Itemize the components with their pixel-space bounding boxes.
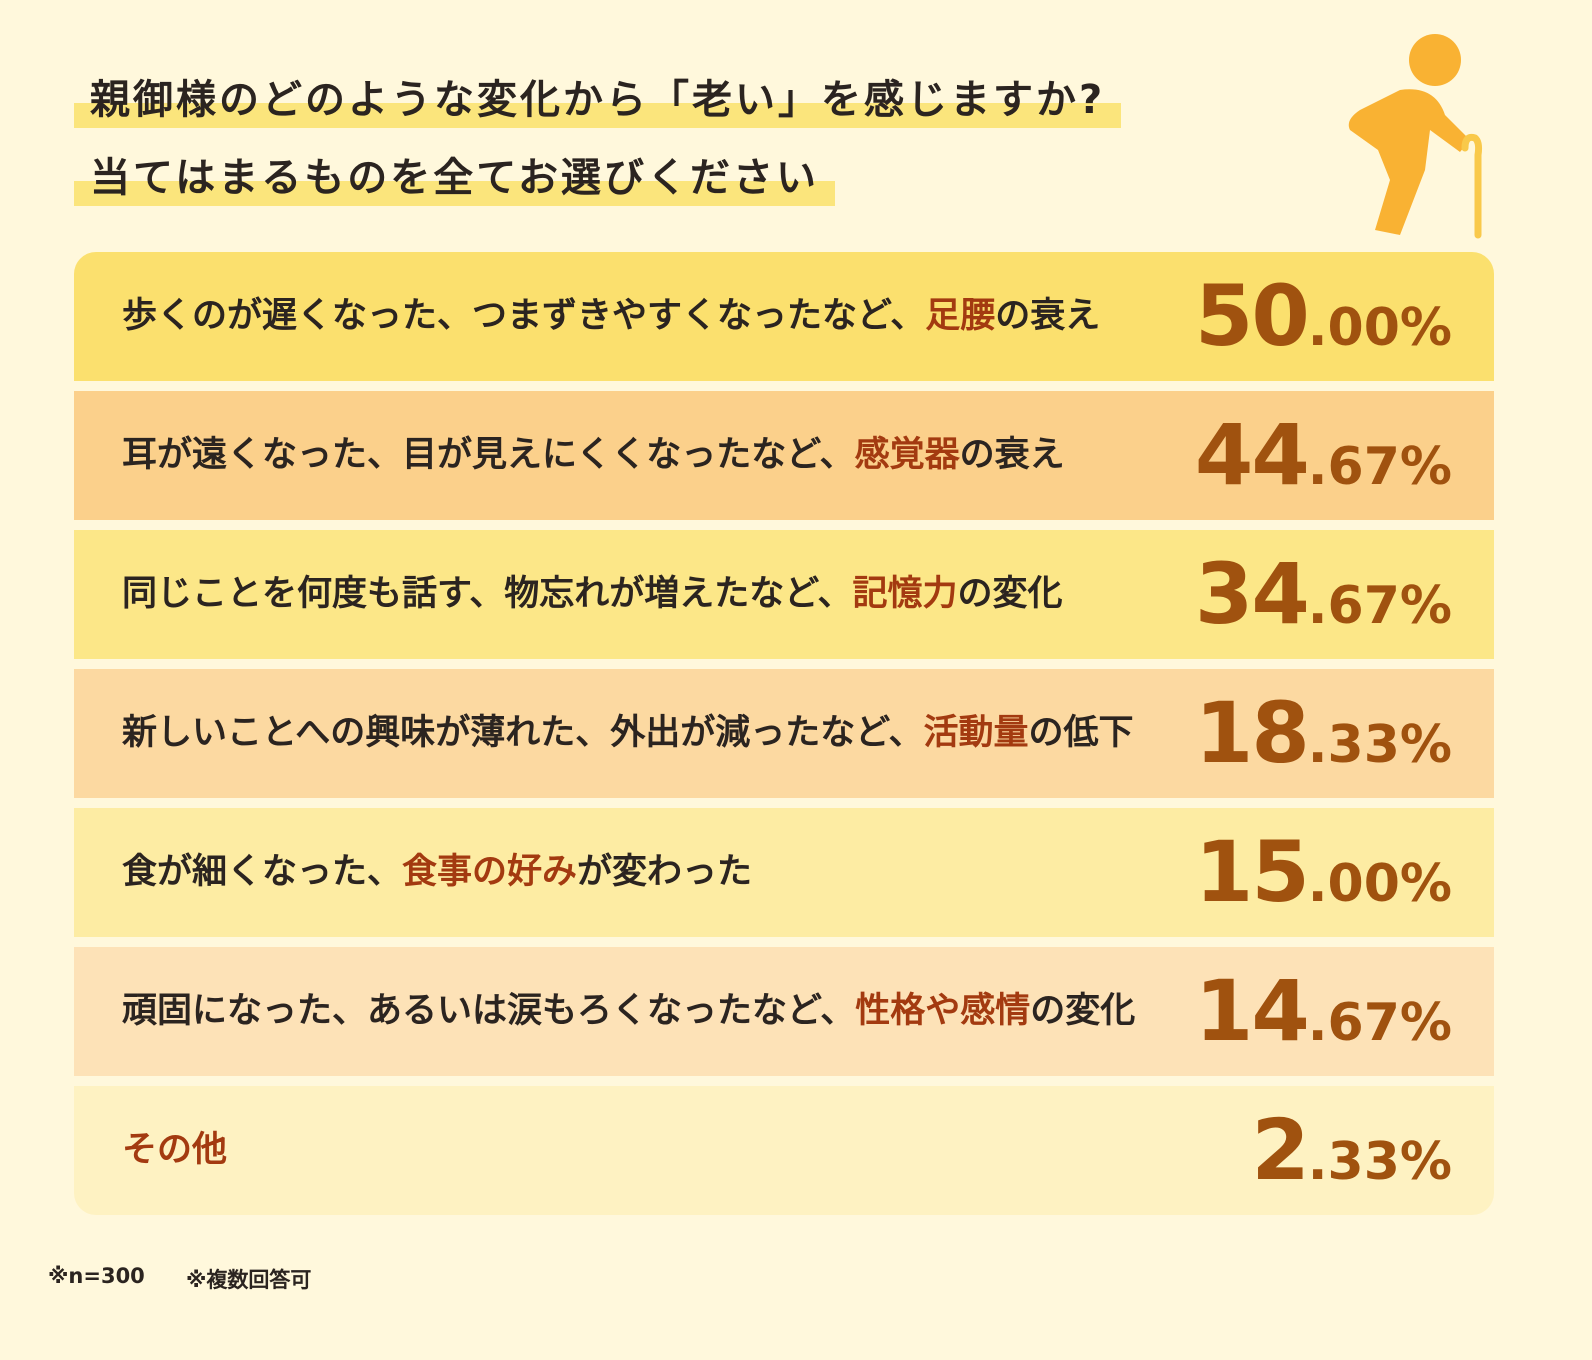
title-line: 当てはまるものを全てお選びください xyxy=(74,150,835,206)
label-highlight: 足腰 xyxy=(925,296,996,336)
row-label: その他 xyxy=(122,1086,227,1215)
label-highlight: 活動量 xyxy=(923,713,1029,753)
row-label: 同じことを何度も話す、物忘れが増えたなど、記憶力の変化 xyxy=(122,530,1062,659)
percentage: 18.33% xyxy=(1194,684,1452,782)
label-text: の低下 xyxy=(1028,713,1134,753)
row: 食が細くなった、食事の好みが変わった 15.00% xyxy=(74,808,1494,937)
label-text: 歩くのが遅くなった、つまずきやすくなったなど、 xyxy=(122,296,926,336)
label-highlight: 記憶力 xyxy=(852,574,958,614)
row: その他 2.33% xyxy=(74,1086,1494,1215)
row: 同じことを何度も話す、物忘れが増えたなど、記憶力の変化 34.67% xyxy=(74,530,1494,659)
percentage: 34.67% xyxy=(1194,545,1452,643)
footnote: ※複数回答可 xyxy=(186,1268,312,1292)
label-text: の変化 xyxy=(957,574,1063,614)
row: 歩くのが遅くなった、つまずきやすくなったなど、足腰の衰え 50.00% xyxy=(74,252,1494,381)
label-text: 同じことを何度も話す、物忘れが増えたなど、 xyxy=(122,574,853,614)
row: 頑固になった、あるいは涙もろくなったなど、性格や感情の変化 14.67% xyxy=(74,947,1494,1076)
label-text: の変化 xyxy=(1030,991,1136,1031)
label-text: 食が細くなった、 xyxy=(122,852,403,892)
label-highlight: 食事の好み xyxy=(402,852,578,892)
row-label: 頑固になった、あるいは涙もろくなったなど、性格や感情の変化 xyxy=(122,947,1135,1076)
percentage: 50.00% xyxy=(1194,267,1452,365)
label-highlight: その他 xyxy=(122,1130,228,1170)
label-highlight: 感覚器 xyxy=(854,435,960,475)
footnote: ※n=300 xyxy=(48,1264,145,1288)
row: 耳が遠くなった、目が見えにくくなったなど、感覚器の衰え 44.67% xyxy=(74,391,1494,520)
rows: 歩くのが遅くなった、つまずきやすくなったなど、足腰の衰え 50.00% 耳が遠くなっ… xyxy=(74,252,1494,1225)
row-label: 歩くのが遅くなった、つまずきやすくなったなど、足腰の衰え xyxy=(122,252,1100,381)
label-text: 頑固になった、あるいは涙もろくなったなど、 xyxy=(122,991,856,1031)
label-text: が変わった xyxy=(577,852,753,892)
row-label: 食が細くなった、食事の好みが変わった xyxy=(122,808,752,937)
percentage: 44.67% xyxy=(1194,406,1452,504)
percentage: 2.33% xyxy=(1251,1101,1452,1199)
label-text: の衰え xyxy=(959,435,1065,475)
title-line: 親御様のどのような変化から「老い」を感じますか? xyxy=(74,72,1122,128)
elderly-icon xyxy=(1348,34,1483,239)
label-text: 新しいことへの興味が薄れた、外出が減ったなど、 xyxy=(122,713,924,753)
label-text: 耳が遠くなった、目が見えにくくなったなど、 xyxy=(122,435,855,475)
label-highlight: 性格や感情 xyxy=(855,991,1031,1031)
row: 新しいことへの興味が薄れた、外出が減ったなど、活動量の低下 18.33% xyxy=(74,669,1494,798)
row-label: 新しいことへの興味が薄れた、外出が減ったなど、活動量の低下 xyxy=(122,669,1134,798)
percentage: 14.67% xyxy=(1194,962,1452,1060)
percentage: 15.00% xyxy=(1194,823,1452,921)
row-label: 耳が遠くなった、目が見えにくくなったなど、感覚器の衰え xyxy=(122,391,1065,520)
label-text: の衰え xyxy=(995,296,1101,336)
